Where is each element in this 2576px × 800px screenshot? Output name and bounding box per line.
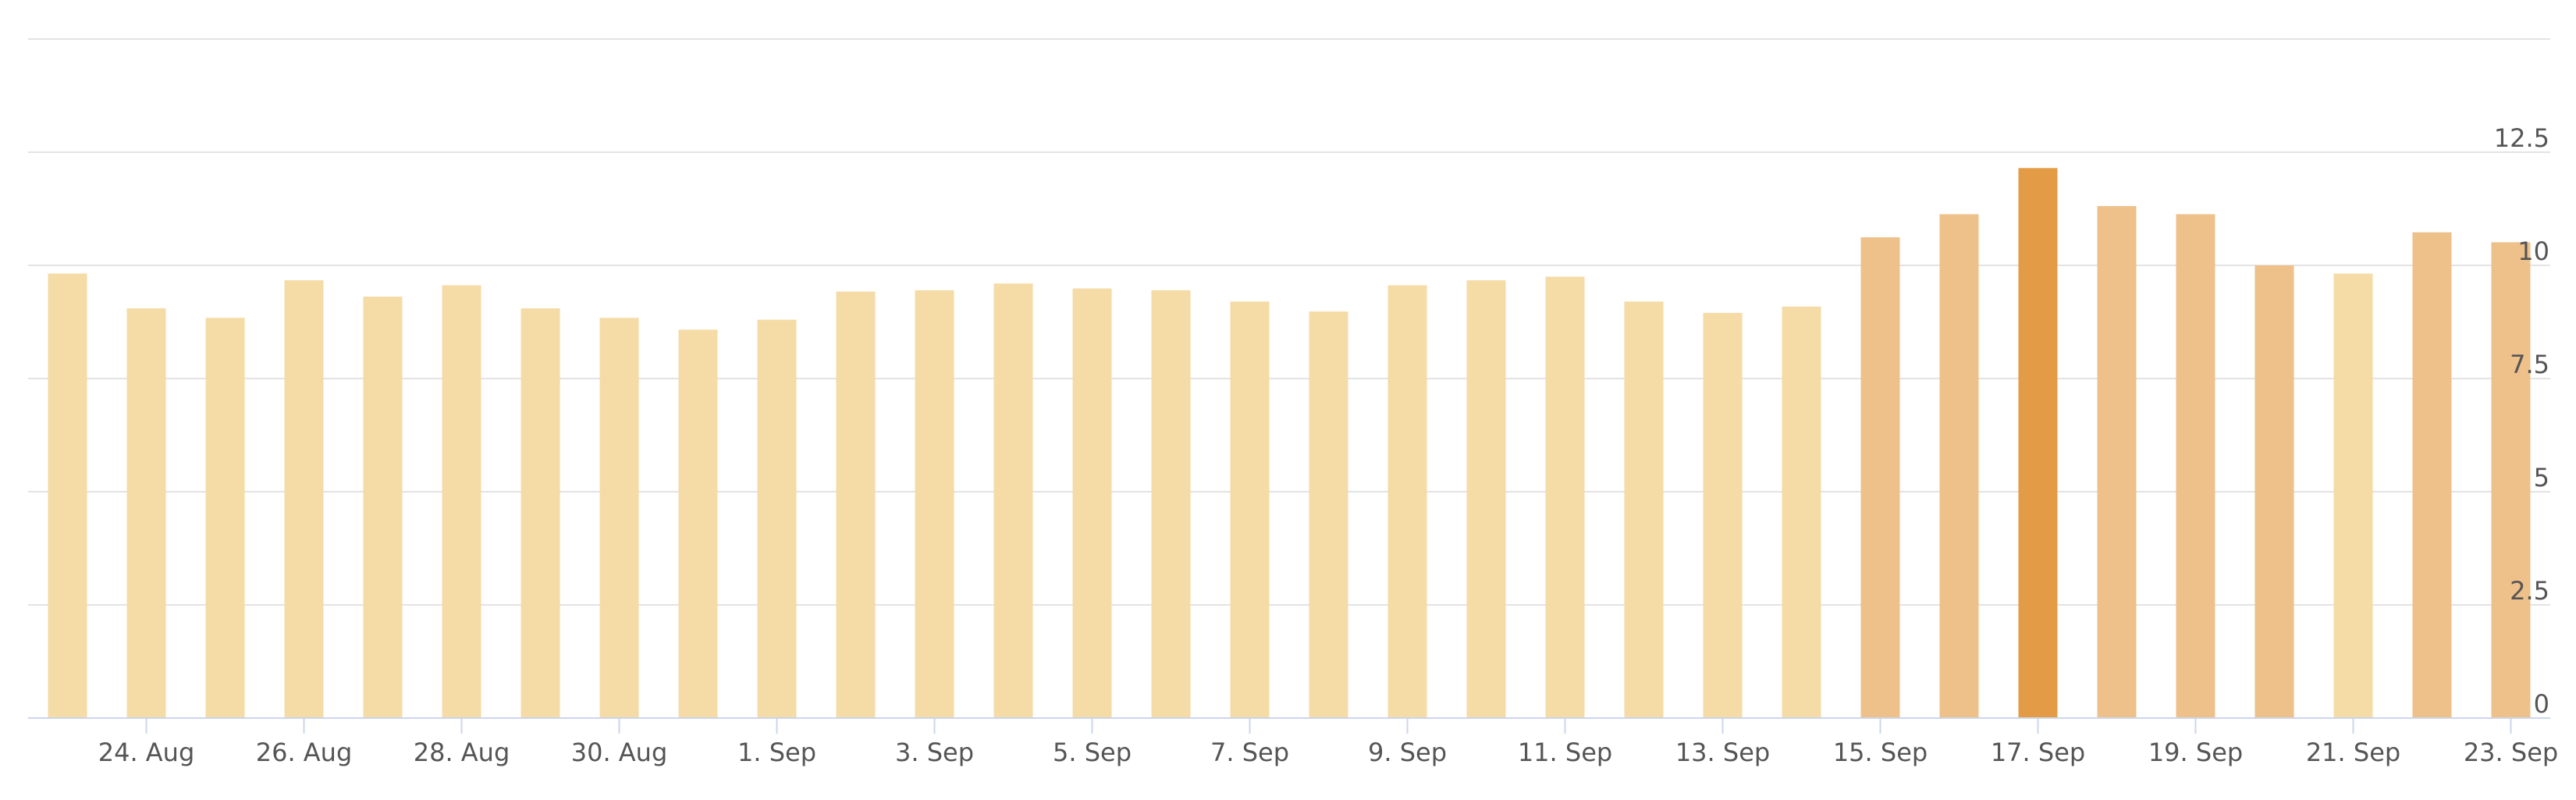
bar [599, 318, 639, 718]
bar [1860, 237, 1900, 718]
x-tick-label: 23. Sep [2464, 738, 2558, 767]
bar [1387, 285, 1427, 718]
bar [1545, 276, 1585, 718]
bar [2491, 242, 2531, 718]
y-tick-label: 5 [2534, 463, 2549, 492]
bar [2333, 273, 2373, 718]
bar [1309, 311, 1348, 718]
x-tick-label: 1. Sep [737, 738, 816, 767]
bar [363, 297, 403, 718]
bar [1624, 301, 1664, 718]
bar [1939, 214, 1979, 719]
x-tick-label: 21. Sep [2306, 738, 2400, 767]
bar [2412, 232, 2452, 718]
bar [678, 329, 718, 718]
bar [2097, 206, 2137, 718]
bar [284, 280, 324, 718]
y-tick-label: 7.5 [2510, 350, 2549, 379]
bar [1703, 312, 1743, 718]
bar [1466, 280, 1506, 718]
x-tick-label: 7. Sep [1210, 738, 1289, 767]
bar [2254, 265, 2294, 718]
y-tick-label: 2.5 [2510, 576, 2549, 606]
bar [836, 291, 876, 718]
bar [1072, 288, 1112, 719]
x-tick-label: 5. Sep [1053, 738, 1132, 767]
bar [757, 319, 797, 718]
bar [2176, 214, 2215, 719]
x-tick-label: 9. Sep [1368, 738, 1447, 767]
bar [1230, 301, 1270, 718]
bar [205, 318, 245, 718]
bar [2018, 168, 2058, 719]
bar [48, 273, 87, 718]
bar [1151, 290, 1191, 718]
x-tick-label: 3. Sep [895, 738, 974, 767]
x-tick-label: 19. Sep [2148, 738, 2243, 767]
bar [442, 285, 481, 718]
bar [915, 290, 954, 718]
bar [126, 308, 166, 719]
bar [521, 308, 560, 719]
x-tick-label: 26. Aug [256, 738, 353, 767]
x-tick-label: 15. Sep [1833, 738, 1928, 767]
bar [1782, 306, 1821, 718]
y-tick-label: 0 [2534, 689, 2549, 719]
y-tick-label: 12.5 [2494, 123, 2549, 153]
x-tick-label: 11. Sep [1518, 738, 1612, 767]
x-tick-label: 13. Sep [1675, 738, 1770, 767]
x-tick-label: 28. Aug [414, 738, 510, 767]
x-tick-label: 24. Aug [98, 738, 195, 767]
bar [993, 283, 1033, 718]
y-tick-label: 10 [2517, 236, 2549, 266]
x-tick-label: 17. Sep [1991, 738, 2085, 767]
x-tick-label: 30. Aug [571, 738, 668, 767]
